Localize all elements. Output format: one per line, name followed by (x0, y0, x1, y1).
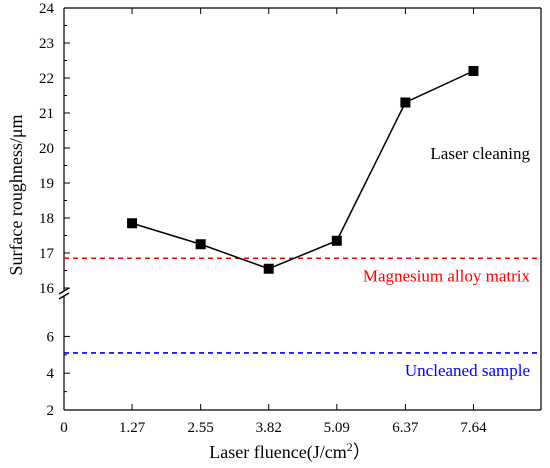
y-tick-label: 20 (39, 141, 54, 157)
y-tick-label: 21 (39, 106, 54, 122)
y-tick-label: 17 (39, 246, 55, 262)
axis-break-mark (58, 287, 70, 295)
data-point (468, 66, 479, 76)
series-group: Laser cleaning (127, 66, 530, 274)
series-label: Laser cleaning (430, 144, 530, 163)
x-tick-label: 5.09 (324, 420, 350, 436)
y-tick-label: 18 (39, 211, 54, 227)
y-tick-label: 24 (39, 1, 55, 17)
data-point (127, 218, 138, 229)
x-tick-label: 7.64 (460, 420, 487, 436)
x-tick-label: 3.82 (256, 420, 282, 436)
y-tick-label: 2 (47, 403, 55, 419)
x-tick-label: 6.37 (392, 420, 419, 436)
data-point (263, 263, 274, 274)
reference-label-1: Magnesium alloy matrix (363, 266, 531, 285)
y-tick-label: 23 (39, 36, 54, 52)
y-tick-label: 4 (47, 366, 55, 382)
y-tick-label: 16 (39, 281, 55, 297)
data-point (331, 235, 342, 246)
x-tick-label: 2.55 (188, 420, 214, 436)
axis-break-mark (58, 292, 70, 300)
x-tick-label: 1.27 (119, 420, 146, 436)
y-tick-label: 6 (47, 329, 55, 345)
x-axis-title: Laser fluence(J/cm2） (209, 440, 370, 463)
y-axis-title: Surface roughness/μm (6, 114, 26, 275)
data-point (400, 97, 411, 108)
reference-label-2: Uncleaned sample (405, 361, 530, 380)
labels: Laser fluence(J/cm2） Surface roughness/μ… (6, 114, 371, 463)
y-tick-label: 19 (39, 176, 54, 192)
reference-lines: Magnesium alloy matrix Uncleaned sample (64, 257, 541, 380)
x-tick-label: 0 (60, 420, 68, 436)
ticks: 0 1.27 2.55 3.82 5.09 6.37 7.64161718192021222… (39, 1, 487, 436)
y-tick-label: 22 (39, 71, 54, 87)
data-point (195, 239, 206, 250)
series-line (131, 70, 474, 270)
